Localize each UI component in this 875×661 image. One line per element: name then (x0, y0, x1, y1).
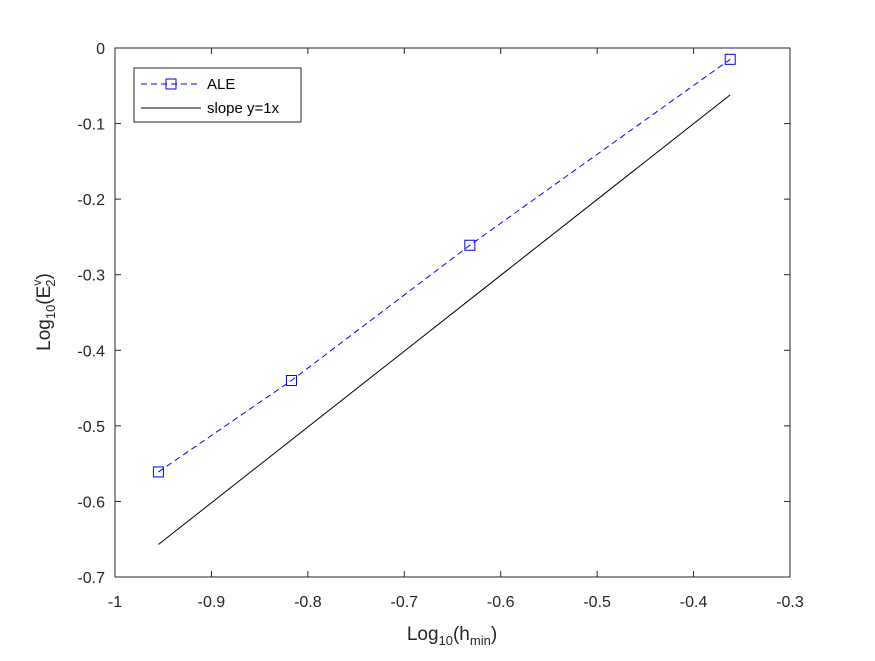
y-tick-label: -0.2 (77, 192, 105, 209)
x-tick-label: -0.6 (487, 594, 515, 611)
x-tick-label: -1 (108, 594, 122, 611)
x-axis: -1 -0.9 -0.8 -0.7 -0.6 -0.5 -0.4 -0.3 (108, 48, 804, 611)
legend-label-slope: slope y=1x (207, 100, 280, 117)
y-tick-label: -0.1 (77, 117, 105, 134)
data-layer (152, 53, 736, 545)
x-axis-title: Log10(hmin) (407, 624, 497, 648)
y-axis-title: Log10(Ev2) (30, 273, 58, 351)
x-tick-label: -0.8 (294, 594, 322, 611)
y-axis: -0.7 -0.6 -0.5 -0.4 -0.3 -0.2 -0.1 0 (77, 41, 790, 587)
data-point-marker (285, 375, 297, 387)
y-tick-label: -0.7 (77, 570, 105, 587)
series-line-slope (158, 94, 731, 545)
series-line-ale (158, 58, 731, 473)
data-point-marker (464, 239, 476, 251)
plot-frame (114, 47, 791, 578)
x-tick-label: -0.3 (776, 594, 804, 611)
x-tick-label: -0.4 (680, 594, 708, 611)
y-tick-label: -0.6 (77, 494, 105, 511)
data-point-marker (724, 53, 736, 65)
x-tick-label: -0.7 (390, 594, 418, 611)
legend: ALE slope y=1x (133, 67, 302, 123)
x-tick-label: -0.9 (198, 594, 226, 611)
data-point-marker (152, 466, 164, 478)
y-tick-label: -0.5 (77, 419, 105, 436)
y-tick-label: 0 (96, 41, 105, 58)
legend-label-ale: ALE (207, 76, 235, 93)
y-tick-label: -0.3 (77, 268, 105, 285)
x-tick-label: -0.5 (583, 594, 611, 611)
y-tick-label: -0.4 (77, 343, 105, 360)
legend-marker-ale (165, 78, 177, 90)
legend-box (133, 67, 302, 123)
